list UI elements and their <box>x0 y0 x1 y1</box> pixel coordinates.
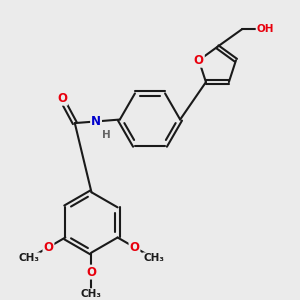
Text: OH: OH <box>256 24 274 34</box>
Text: O: O <box>130 241 140 254</box>
Text: CH₃: CH₃ <box>81 289 102 299</box>
Text: O: O <box>44 241 53 254</box>
Text: O: O <box>57 92 67 105</box>
Text: CH₃: CH₃ <box>143 253 164 263</box>
Text: CH₃: CH₃ <box>19 253 40 263</box>
Text: N: N <box>91 115 101 128</box>
Text: H: H <box>102 130 111 140</box>
Text: O: O <box>194 54 204 67</box>
Text: O: O <box>86 266 97 279</box>
